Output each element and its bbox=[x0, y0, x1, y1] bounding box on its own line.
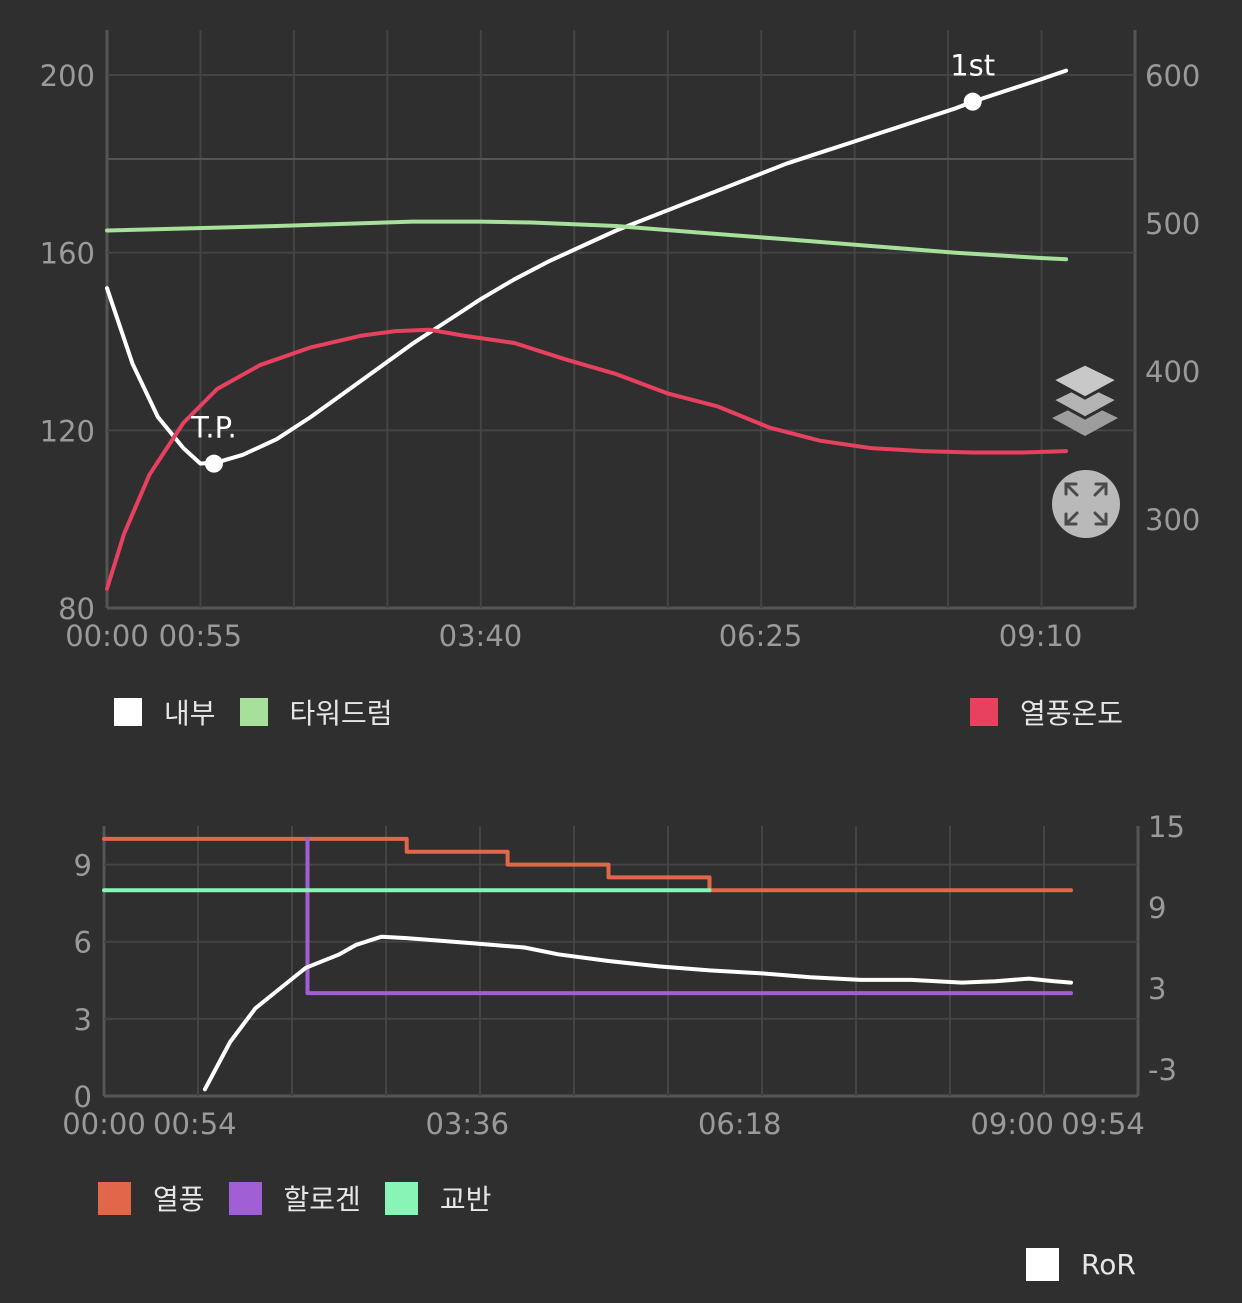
c1-series-hot_air_temp bbox=[105, 327, 1069, 591]
legend-label-drum: 타워드럼 bbox=[289, 697, 393, 730]
c1-y-right-tick: 500 bbox=[1145, 207, 1200, 241]
c2-x-tick: 00:00 bbox=[62, 1107, 146, 1141]
c2-y-right-tick: 9 bbox=[1148, 891, 1166, 925]
legend-swatch-hot-air bbox=[98, 1181, 131, 1215]
c1-y-left-tick: 160 bbox=[40, 237, 95, 271]
c1-x-tick: 00:00 bbox=[65, 619, 149, 653]
c2-series-ror bbox=[202, 934, 1073, 1092]
c2-y-left-tick: 6 bbox=[74, 926, 92, 960]
legend-swatch-drum bbox=[239, 698, 268, 726]
c2-y-right-tick: 3 bbox=[1148, 972, 1166, 1006]
c2-x-tick: 09:00 bbox=[970, 1107, 1054, 1141]
chart2-legend: 열풍 할로겐 교반 bbox=[98, 1178, 515, 1218]
c1-x-tick: 00:55 bbox=[159, 619, 243, 653]
c2-x-tick: 06:18 bbox=[698, 1107, 782, 1141]
legend-label-halogen: 할로겐 bbox=[283, 1183, 361, 1216]
c1-y-right-tick: 400 bbox=[1145, 355, 1200, 389]
c2-y-right-tick: 15 bbox=[1148, 810, 1185, 844]
legend-label-internal: 내부 bbox=[164, 697, 216, 730]
c2-x-tick: 03:36 bbox=[425, 1107, 509, 1141]
chart2-legend-ror: RoR bbox=[1026, 1248, 1160, 1281]
c1-x-tick: 03:40 bbox=[439, 619, 523, 653]
c1-x-tick: 06:25 bbox=[719, 619, 803, 653]
c2-x-tick: 09:54 bbox=[1061, 1107, 1145, 1141]
legend-label-hot-air-temp: 열풍온도 bbox=[1020, 697, 1124, 730]
c2-series-hot_air bbox=[102, 836, 1073, 893]
c1-x-tick: 09:10 bbox=[999, 619, 1083, 653]
expand-icon[interactable] bbox=[1052, 470, 1120, 538]
c2-y-left-tick: 9 bbox=[74, 849, 92, 883]
c1-annotation-point bbox=[963, 92, 982, 111]
c2-x-tick: 00:54 bbox=[153, 1107, 237, 1141]
c1-annotation-point bbox=[204, 454, 223, 473]
legend-label-ror: RoR bbox=[1081, 1248, 1136, 1281]
c1-y-left-tick: 120 bbox=[40, 414, 95, 448]
roast-temperature-chart: 80 120 160 200 300 400 500 600 00:00 00:55 03:40 06… bbox=[40, 30, 1200, 653]
c2-y-right-tick: -3 bbox=[1148, 1053, 1177, 1087]
c1-annotation-label: T.P. bbox=[190, 411, 237, 445]
c1-y-left-tick: 200 bbox=[40, 59, 95, 93]
roast-control-chart: 0 3 6 9 -3 3 9 15 00:00 00:54 03:36 06:18 09:00 09:54 bbox=[62, 810, 1185, 1141]
c1-series-drum bbox=[105, 219, 1069, 262]
layers-icon[interactable] bbox=[1048, 360, 1122, 440]
legend-label-hot-air: 열풍 bbox=[153, 1183, 205, 1216]
c1-y-left-tick: 80 bbox=[58, 592, 95, 626]
c2-y-left-tick: 0 bbox=[74, 1080, 92, 1114]
legend-swatch-hot-air-temp bbox=[970, 698, 998, 726]
c1-annotation-label: 1st bbox=[950, 49, 995, 83]
c2-y-left-tick: 3 bbox=[74, 1003, 92, 1037]
chart1-legend-right: 열풍온도 bbox=[970, 692, 1147, 732]
legend-swatch-stir bbox=[384, 1181, 418, 1215]
chart1-legend-left: 내부 타워드럼 bbox=[114, 692, 417, 732]
c1-y-right-tick: 600 bbox=[1145, 59, 1200, 93]
c1-y-right-tick: 300 bbox=[1145, 503, 1200, 537]
legend-swatch-ror bbox=[1026, 1248, 1059, 1281]
legend-label-stir: 교반 bbox=[439, 1183, 492, 1216]
legend-swatch-internal bbox=[114, 698, 142, 726]
c1-series-internal bbox=[105, 68, 1069, 466]
legend-swatch-halogen bbox=[228, 1181, 262, 1215]
